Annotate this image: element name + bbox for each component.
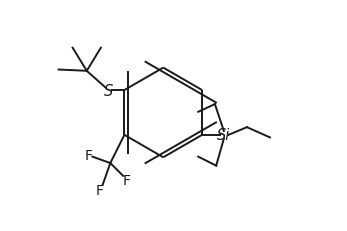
- Text: F: F: [96, 183, 104, 197]
- Text: S: S: [104, 83, 113, 98]
- Text: Si: Si: [217, 128, 230, 143]
- Text: F: F: [85, 149, 93, 163]
- Text: F: F: [123, 173, 131, 187]
